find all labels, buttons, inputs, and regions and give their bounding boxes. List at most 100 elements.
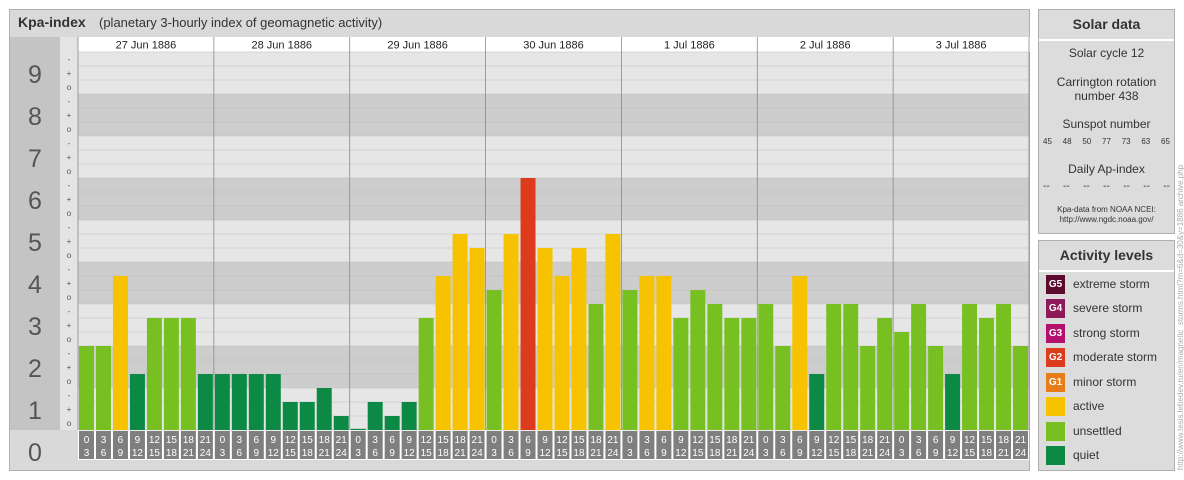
level-swatch: G5 [1046, 274, 1065, 294]
minor-tick-mark: o [67, 251, 72, 260]
minor-tick-mark: - [68, 223, 71, 232]
interval-end-label: 24 [607, 448, 619, 459]
kp-bar [996, 304, 1012, 430]
interval-start-label: 9 [678, 435, 684, 446]
y-tick-label: 6 [28, 187, 42, 215]
sunspot-value: 77 [1102, 137, 1111, 146]
data-source-link[interactable]: http://www.ngdc.noaa.gov/ [1059, 215, 1154, 224]
kp-bar [826, 304, 842, 430]
interval-start-label: 15 [438, 435, 450, 446]
kp-bar [758, 304, 774, 430]
kp-bar [962, 304, 978, 430]
interval-box [588, 431, 604, 459]
interval-box [945, 431, 961, 459]
interval-start-label: 6 [254, 435, 260, 446]
interval-end-label: 9 [389, 448, 395, 459]
minor-tick-mark: + [67, 111, 72, 120]
y-tick-label: 9 [28, 61, 42, 89]
interval-end-label: 18 [438, 448, 450, 459]
kp-band [78, 178, 1029, 220]
minor-tick-mark: + [67, 153, 72, 162]
kp-bar [707, 304, 723, 430]
activity-levels-title: Activity levels [1039, 241, 1174, 272]
interval-box [758, 431, 774, 459]
interval-box [180, 431, 196, 459]
interval-end-label: 12 [268, 448, 280, 459]
interval-box [333, 431, 349, 459]
kp-bar [333, 416, 349, 430]
day-label: 29 Jun 1886 [387, 40, 448, 52]
interval-box [520, 431, 536, 459]
interval-start-label: 18 [862, 435, 874, 446]
interval-end-label: 9 [254, 448, 260, 459]
y-tick-label: 7 [28, 145, 42, 173]
interval-box [741, 431, 757, 459]
interval-start-label: 0 [763, 435, 769, 446]
interval-end-label: 3 [491, 448, 497, 459]
interval-end-label: 21 [455, 448, 467, 459]
interval-box [384, 431, 400, 459]
interval-start-label: 9 [814, 435, 820, 446]
interval-start-label: 0 [491, 435, 497, 446]
interval-start-label: 9 [542, 435, 548, 446]
kp-bar [911, 304, 927, 430]
interval-box [469, 431, 485, 459]
minor-tick-mark: + [67, 69, 72, 78]
minor-tick-column [60, 37, 78, 430]
minor-tick-mark: + [67, 405, 72, 414]
interval-start-label: 21 [336, 435, 348, 446]
interval-start-label: 9 [950, 435, 956, 446]
interval-end-label: 18 [166, 448, 178, 459]
kp-bar [537, 248, 553, 430]
minor-tick-mark: - [68, 139, 71, 148]
kp-band [78, 304, 1029, 346]
minor-tick-mark: o [67, 167, 72, 176]
interval-box [724, 431, 740, 459]
interval-end-label: 9 [797, 448, 803, 459]
interval-start-label: 18 [998, 435, 1010, 446]
interval-box [622, 431, 638, 459]
sunspot-values: 45 48 50 77 73 63 65 [1043, 137, 1170, 146]
level-g3: G3 strong storm [1046, 323, 1140, 343]
kp-bar [163, 317, 179, 430]
interval-box [894, 431, 910, 459]
minor-tick-mark: - [68, 181, 71, 190]
kp-bar [979, 317, 995, 430]
kp-bar [469, 248, 485, 430]
level-quiet: quiet [1046, 445, 1099, 465]
interval-box [79, 431, 94, 459]
ap-value: -- [1123, 181, 1130, 192]
kp-bar [146, 317, 162, 430]
kp-bar [503, 233, 519, 430]
interval-start-label: 15 [573, 435, 585, 446]
interval-box [605, 431, 621, 459]
day-label: 30 Jun 1886 [523, 40, 584, 52]
interval-box [656, 431, 672, 459]
minor-tick-mark: - [68, 307, 71, 316]
interval-end-label: 9 [118, 448, 124, 459]
interval-end-label: 15 [421, 448, 433, 459]
interval-box [775, 431, 791, 459]
kp-bar [95, 346, 111, 430]
data-source-line1: Kpa-data from NOAA NCEI: [1057, 205, 1156, 214]
y-tick-label: 5 [28, 229, 42, 257]
interval-box [418, 431, 434, 459]
interval-start-label: 0 [355, 435, 361, 446]
interval-start-label: 21 [472, 435, 484, 446]
carrington-line2: number 438 [1074, 89, 1139, 103]
minor-tick-mark: - [68, 265, 71, 274]
interval-box [860, 431, 876, 459]
interval-end-label: 6 [101, 448, 107, 459]
level-label: strong storm [1073, 326, 1140, 340]
interval-end-label: 21 [862, 448, 874, 459]
interval-start-label: 6 [933, 435, 939, 446]
interval-start-label: 21 [607, 435, 619, 446]
kp-bar [860, 346, 876, 430]
level-label: extreme storm [1073, 277, 1150, 291]
level-label: quiet [1073, 448, 1100, 462]
interval-end-label: 15 [964, 448, 976, 459]
solar-cycle: Solar cycle 12 [1068, 46, 1145, 60]
sunspot-value: 63 [1141, 137, 1151, 146]
interval-start-label: 18 [590, 435, 602, 446]
kp-bar [112, 275, 128, 430]
